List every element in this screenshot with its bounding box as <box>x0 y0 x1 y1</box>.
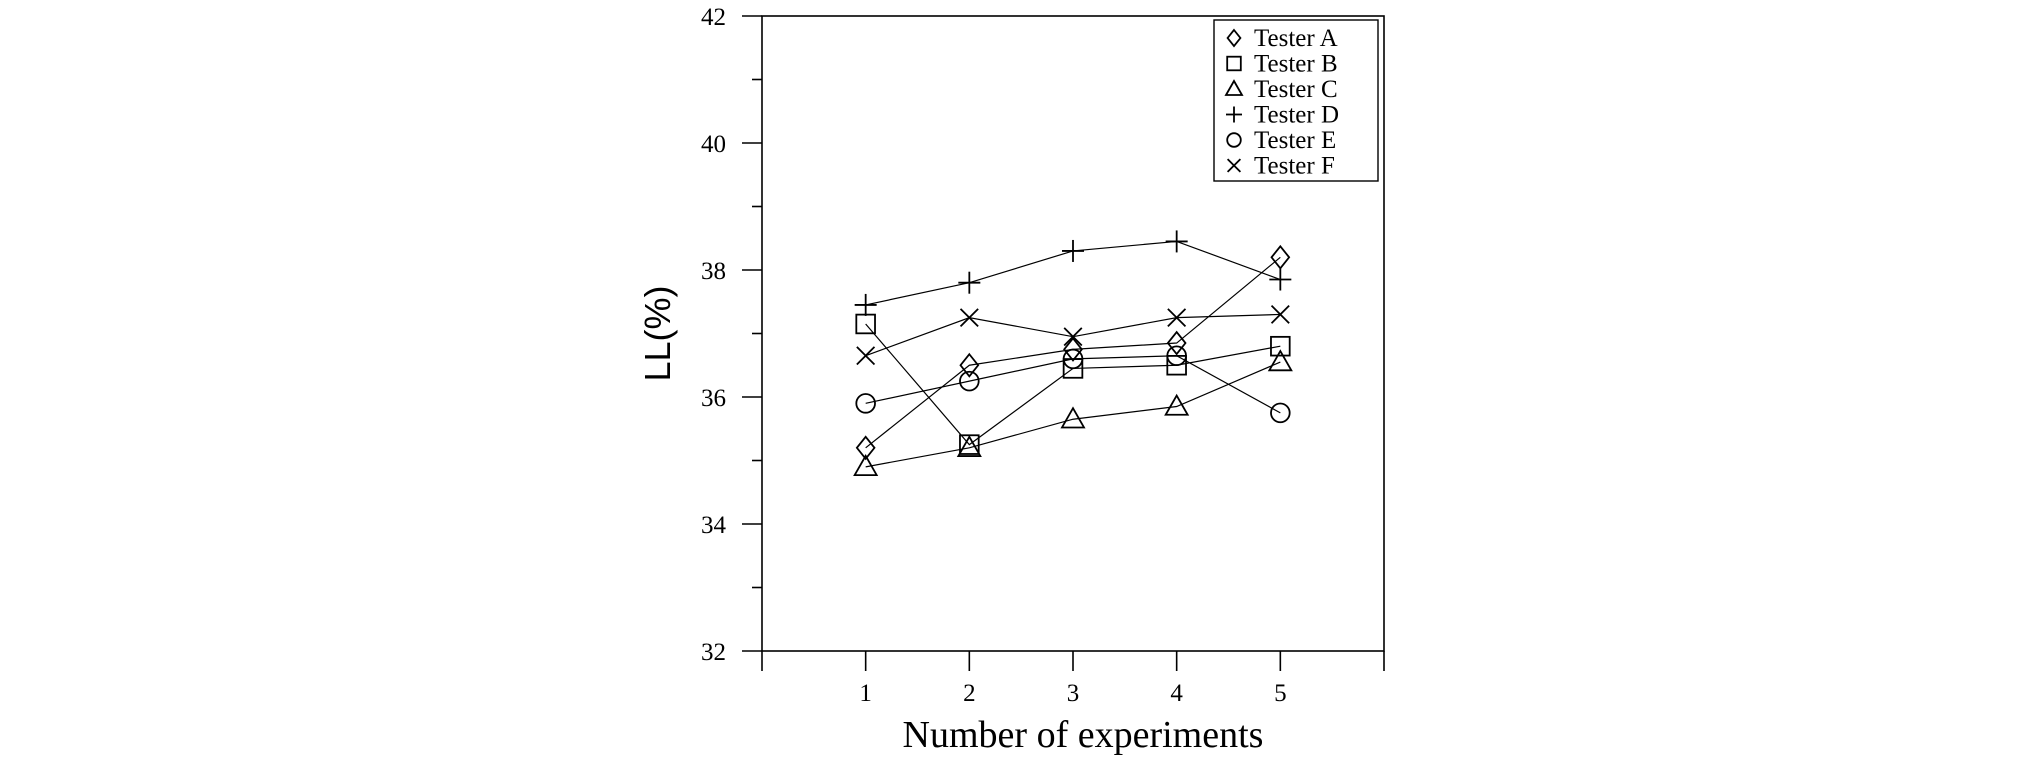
y-axis-label: LL(%) <box>637 285 678 381</box>
series-tester-c <box>853 349 1293 477</box>
data-point-tester-e-3 <box>1062 348 1084 370</box>
x-tick-label: 1 <box>859 680 872 707</box>
y-tick-label: 32 <box>701 639 726 666</box>
y-tick-label: 40 <box>701 131 726 158</box>
legend-item-tester-b: Tester B <box>1226 51 1338 78</box>
legend-box <box>1213 19 1379 182</box>
legend-item-tester-a: Tester A <box>1226 25 1338 52</box>
circle-marker <box>1270 402 1291 424</box>
data-point-tester-d-4 <box>1165 230 1188 253</box>
data-point-tester-e-5 <box>1270 402 1291 424</box>
data-point-tester-e-2 <box>959 370 980 392</box>
x-tick-label: 3 <box>1067 680 1080 707</box>
data-point-tester-c-1 <box>853 454 879 477</box>
data-point-tester-b-1 <box>855 313 876 335</box>
diamond-marker <box>1166 330 1187 356</box>
data-point-tester-c-4 <box>1164 393 1190 416</box>
series-layer <box>853 230 1293 477</box>
diamond-marker <box>855 435 876 461</box>
legend-item-tester-e: Tester E <box>1226 127 1336 154</box>
triangle-marker <box>1267 349 1293 372</box>
legend-marker-tester-f <box>1226 158 1242 173</box>
circle-marker <box>1062 348 1084 370</box>
series-tester-d <box>854 230 1292 316</box>
x-axis-label: Number of experiments <box>903 714 1264 756</box>
data-point-tester-d-2 <box>958 271 981 294</box>
series-line-tester-e <box>865 355 1281 414</box>
data-point-tester-d-3 <box>1062 239 1084 262</box>
data-point-tester-b-5 <box>1270 335 1291 357</box>
y-tick-label: 36 <box>701 385 726 412</box>
data-point-tester-e-4 <box>1166 345 1187 366</box>
data-point-tester-a-1 <box>855 435 876 461</box>
legend-marker-tester-c <box>1224 79 1244 96</box>
legend-marker-tester-e <box>1226 132 1242 148</box>
cross-marker-b <box>959 308 979 328</box>
circle-marker <box>855 393 876 414</box>
data-point-tester-a-4 <box>1166 330 1187 356</box>
legend-marker-tester-a <box>1226 28 1242 48</box>
x-tick-label: 5 <box>1274 680 1287 707</box>
square-marker <box>855 313 876 335</box>
cross-marker-b <box>1063 327 1083 347</box>
circle-marker <box>1166 345 1187 366</box>
data-point-tester-d-5 <box>1269 268 1292 291</box>
y-tick-label: 34 <box>701 512 727 539</box>
x-tick-label: 2 <box>963 680 976 707</box>
triangle-marker <box>956 434 982 457</box>
data-point-tester-f-1 <box>856 346 876 366</box>
data-point-tester-f-3 <box>1063 327 1083 347</box>
series-tester-e <box>855 345 1291 424</box>
data-point-tester-a-3 <box>1063 336 1083 362</box>
data-point-tester-e-1 <box>855 393 876 414</box>
data-point-tester-c-3 <box>1060 406 1086 429</box>
diamond-marker <box>1063 336 1083 362</box>
data-point-tester-d-1 <box>854 293 877 316</box>
data-point-tester-a-2 <box>959 352 980 378</box>
triangle-marker <box>1164 393 1190 416</box>
legend-marker-tester-b <box>1226 55 1242 72</box>
data-point-tester-c-2 <box>956 434 982 457</box>
square-marker <box>1270 335 1291 357</box>
legend-item-tester-c: Tester C <box>1224 76 1338 103</box>
cross-marker-b <box>856 346 876 366</box>
legend-label-tester-d: Tester D <box>1254 102 1339 129</box>
square-marker <box>1226 55 1242 72</box>
circle-marker <box>959 370 980 392</box>
legend-label-tester-e: Tester E <box>1254 127 1336 154</box>
series-line-tester-b <box>865 323 1281 446</box>
series-tester-f <box>856 305 1290 366</box>
cross-marker-b <box>1270 305 1290 324</box>
x-tick-label: 4 <box>1170 680 1183 707</box>
data-point-tester-c-5 <box>1267 349 1293 372</box>
data-point-tester-f-5 <box>1270 305 1290 324</box>
legend-item-tester-f: Tester F <box>1226 153 1335 180</box>
diamond-marker <box>1226 28 1242 48</box>
cross-marker-b <box>1167 308 1187 328</box>
data-point-tester-a-5 <box>1270 244 1291 270</box>
y-tick-label: 38 <box>701 258 726 285</box>
cross-marker-b <box>1226 158 1242 173</box>
legend-item-tester-d: Tester D <box>1226 102 1339 129</box>
legend-label-tester-c: Tester C <box>1254 76 1338 103</box>
y-tick-label: 42 <box>701 4 726 31</box>
data-point-tester-f-4 <box>1167 308 1187 328</box>
legend-label-tester-f: Tester F <box>1254 153 1335 180</box>
triangle-marker <box>1060 406 1086 429</box>
circle-marker <box>1226 132 1242 148</box>
legend-marker-tester-d <box>1226 106 1242 123</box>
legend-label-tester-b: Tester B <box>1254 51 1338 78</box>
diamond-marker <box>1270 244 1291 270</box>
series-line-tester-c <box>865 361 1281 468</box>
diamond-marker <box>959 352 980 378</box>
legend-label-tester-a: Tester A <box>1254 25 1338 52</box>
triangle-marker <box>853 454 879 477</box>
data-point-tester-f-2 <box>959 308 979 328</box>
triangle-marker <box>1224 79 1244 96</box>
